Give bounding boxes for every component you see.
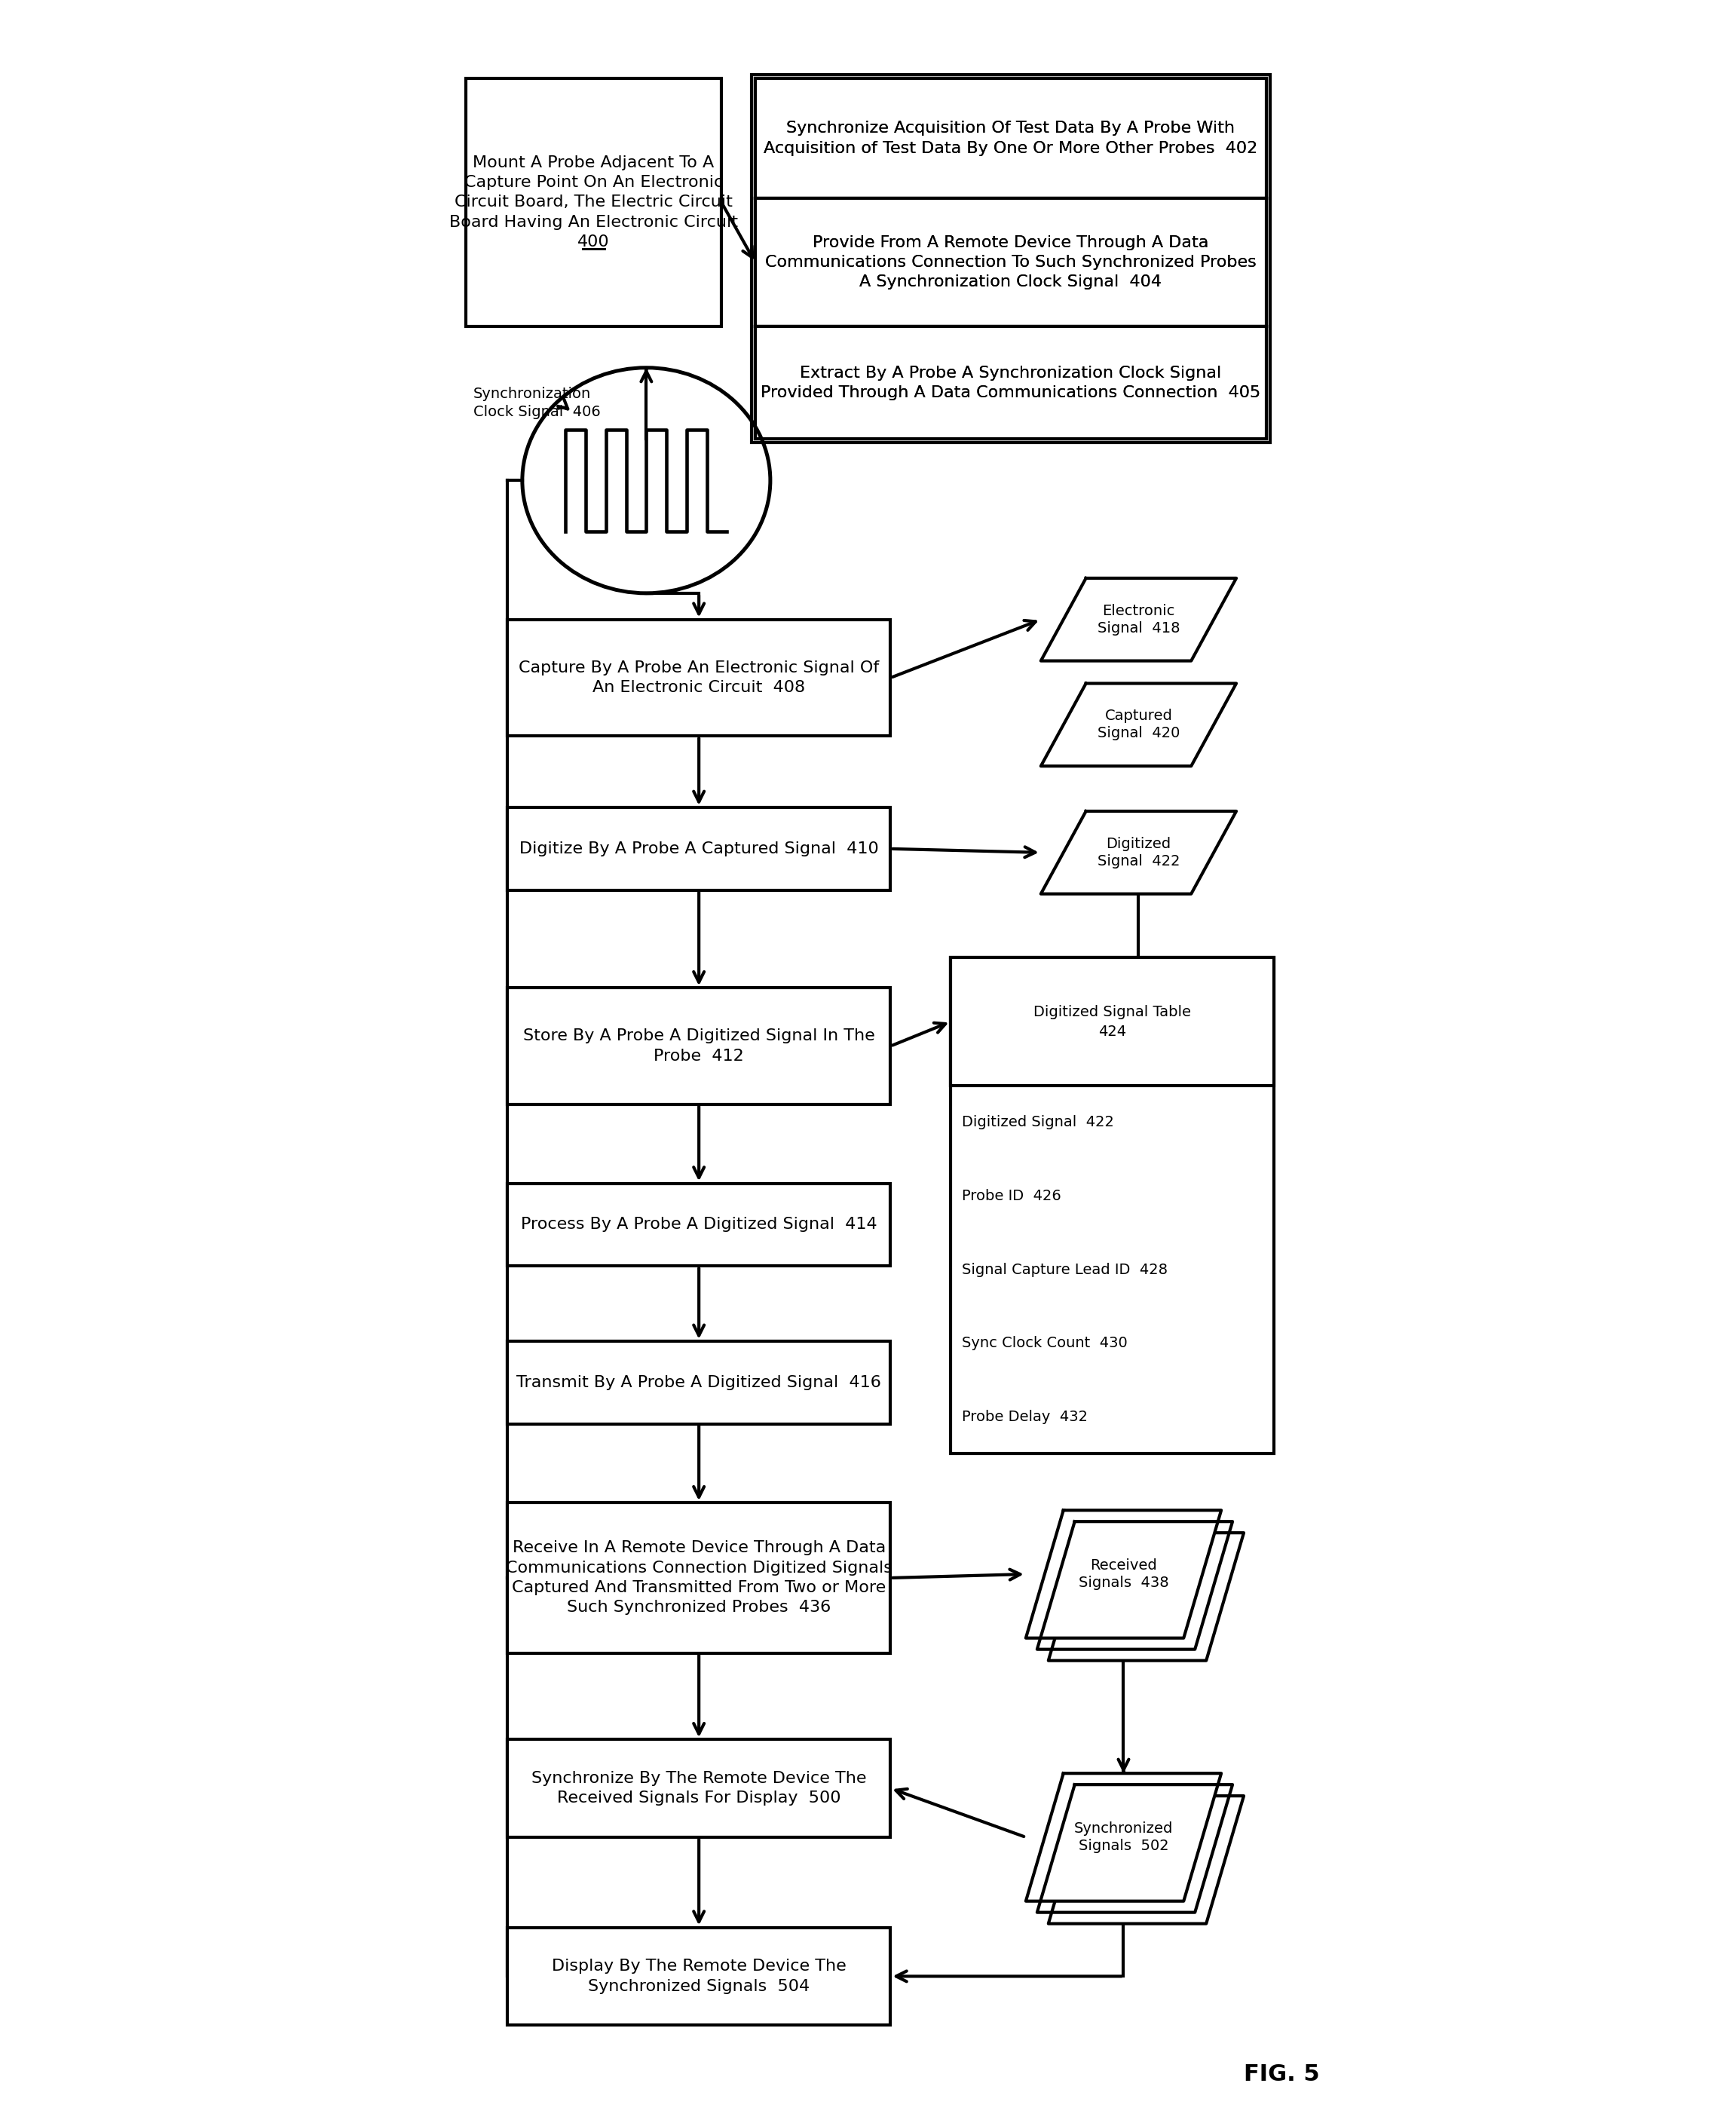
Bar [755,327,1266,440]
Text: Received Signals For Display  500: Received Signals For Display 500 [557,1790,840,1805]
Text: Signal  418: Signal 418 [1097,621,1180,636]
Text: Circuit Board, The Electric Circuit: Circuit Board, The Electric Circuit [455,196,733,210]
Bar [507,1739,891,1837]
Bar [755,79,1266,198]
Text: Provided Through A Data Communications Connection  405: Provided Through A Data Communications C… [760,385,1260,400]
Bar [752,74,1271,442]
Text: Digitized: Digitized [1106,838,1172,850]
Polygon shape [1026,1773,1220,1901]
Bar [755,79,1266,198]
Bar [951,959,1274,1086]
Text: Receive In A Remote Device Through A Data: Receive In A Remote Device Through A Dat… [512,1541,885,1556]
Polygon shape [1042,812,1236,893]
Text: Digitized Signal  422: Digitized Signal 422 [962,1116,1115,1129]
Text: Communications Connection To Such Synchronized Probes: Communications Connection To Such Synchr… [766,255,1257,270]
Text: Probe  412: Probe 412 [654,1048,745,1063]
Polygon shape [1049,1533,1243,1660]
Bar [755,198,1266,327]
Bar [951,959,1274,1454]
Text: Transmit By A Probe A Digitized Signal  416: Transmit By A Probe A Digitized Signal 4… [517,1376,882,1390]
Text: Synchronize Acquisition Of Test Data By A Probe With: Synchronize Acquisition Of Test Data By … [786,121,1234,136]
Text: Board Having An Electronic Circuit: Board Having An Electronic Circuit [450,215,738,230]
Text: Signal  422: Signal 422 [1097,855,1180,867]
Text: Extract By A Probe A Synchronization Clock Signal: Extract By A Probe A Synchronization Clo… [800,366,1222,381]
Text: Synchronization: Synchronization [474,387,592,402]
Text: A Synchronization Clock Signal  404: A Synchronization Clock Signal 404 [859,274,1161,289]
Bar [755,198,1266,327]
Text: Clock Signal  406: Clock Signal 406 [474,404,601,419]
Polygon shape [1042,578,1236,661]
Bar [755,327,1266,440]
Text: Provide From A Remote Device Through A Data: Provide From A Remote Device Through A D… [812,236,1208,251]
Text: Signals  438: Signals 438 [1078,1575,1168,1590]
Text: Provided Through A Data Communications Connection  405: Provided Through A Data Communications C… [760,385,1260,400]
Text: 424: 424 [1099,1025,1127,1040]
Text: Synchronize Acquisition Of Test Data By A Probe With: Synchronize Acquisition Of Test Data By … [786,121,1234,136]
Polygon shape [1049,1796,1243,1924]
Text: An Electronic Circuit  408: An Electronic Circuit 408 [592,680,806,695]
Bar [507,808,891,891]
Bar [465,79,722,327]
Text: Process By A Probe A Digitized Signal  414: Process By A Probe A Digitized Signal 41… [521,1216,877,1233]
Text: Signal  420: Signal 420 [1097,727,1180,740]
Polygon shape [1036,1522,1233,1650]
Bar [507,1928,891,2026]
Text: Mount A Probe Adjacent To A: Mount A Probe Adjacent To A [472,155,715,170]
Text: Communications Connection Digitized Signals: Communications Connection Digitized Sign… [505,1560,892,1575]
Text: Communications Connection To Such Synchronized Probes: Communications Connection To Such Synchr… [766,255,1257,270]
Text: Synchronized Signals  504: Synchronized Signals 504 [589,1979,809,1994]
Text: Signal Capture Lead ID  428: Signal Capture Lead ID 428 [962,1263,1168,1278]
Bar [507,1503,891,1654]
Text: Capture By A Probe An Electronic Signal Of: Capture By A Probe An Electronic Signal … [519,661,878,676]
Text: Electronic: Electronic [1102,604,1175,619]
Text: Synchronized: Synchronized [1075,1822,1174,1835]
Text: Acquisition of Test Data By One Or More Other Probes  402: Acquisition of Test Data By One Or More … [764,140,1259,155]
Bar [755,79,1266,198]
Bar [507,989,891,1103]
Text: Store By A Probe A Digitized Signal In The: Store By A Probe A Digitized Signal In T… [523,1029,875,1044]
Text: FIG. 5: FIG. 5 [1243,2064,1319,2086]
Bar [755,198,1266,327]
Text: Acquisition of Test Data By One Or More Other Probes  402: Acquisition of Test Data By One Or More … [764,140,1259,155]
Text: Captured: Captured [1104,708,1172,723]
Text: Provide From A Remote Device Through A Data: Provide From A Remote Device Through A D… [812,236,1208,251]
Bar [507,1342,891,1424]
Text: Sync Clock Count  430: Sync Clock Count 430 [962,1337,1128,1350]
Text: Capture Point On An Electronic: Capture Point On An Electronic [464,174,724,189]
Text: Probe ID  426: Probe ID 426 [962,1188,1061,1203]
Text: Received: Received [1090,1558,1156,1573]
Polygon shape [1026,1509,1220,1637]
Text: Digitized Signal Table: Digitized Signal Table [1033,1006,1191,1018]
Text: Display By The Remote Device The: Display By The Remote Device The [552,1958,845,1973]
Text: Captured And Transmitted From Two or More: Captured And Transmitted From Two or Mor… [512,1580,885,1594]
Bar [755,327,1266,440]
Polygon shape [1036,1784,1233,1913]
Text: Such Synchronized Probes  436: Such Synchronized Probes 436 [568,1601,832,1616]
Text: A Synchronization Clock Signal  404: A Synchronization Clock Signal 404 [859,274,1161,289]
Text: Signals  502: Signals 502 [1078,1839,1168,1854]
Bar [507,619,891,736]
Bar [507,1184,891,1265]
Text: Extract By A Probe A Synchronization Clock Signal: Extract By A Probe A Synchronization Clo… [800,366,1222,381]
Text: Synchronize By The Remote Device The: Synchronize By The Remote Device The [531,1771,866,1786]
Text: Probe Delay  432: Probe Delay 432 [962,1410,1088,1424]
Polygon shape [1042,682,1236,765]
Text: 400: 400 [578,234,609,249]
Text: Digitize By A Probe A Captured Signal  410: Digitize By A Probe A Captured Signal 41… [519,842,878,857]
